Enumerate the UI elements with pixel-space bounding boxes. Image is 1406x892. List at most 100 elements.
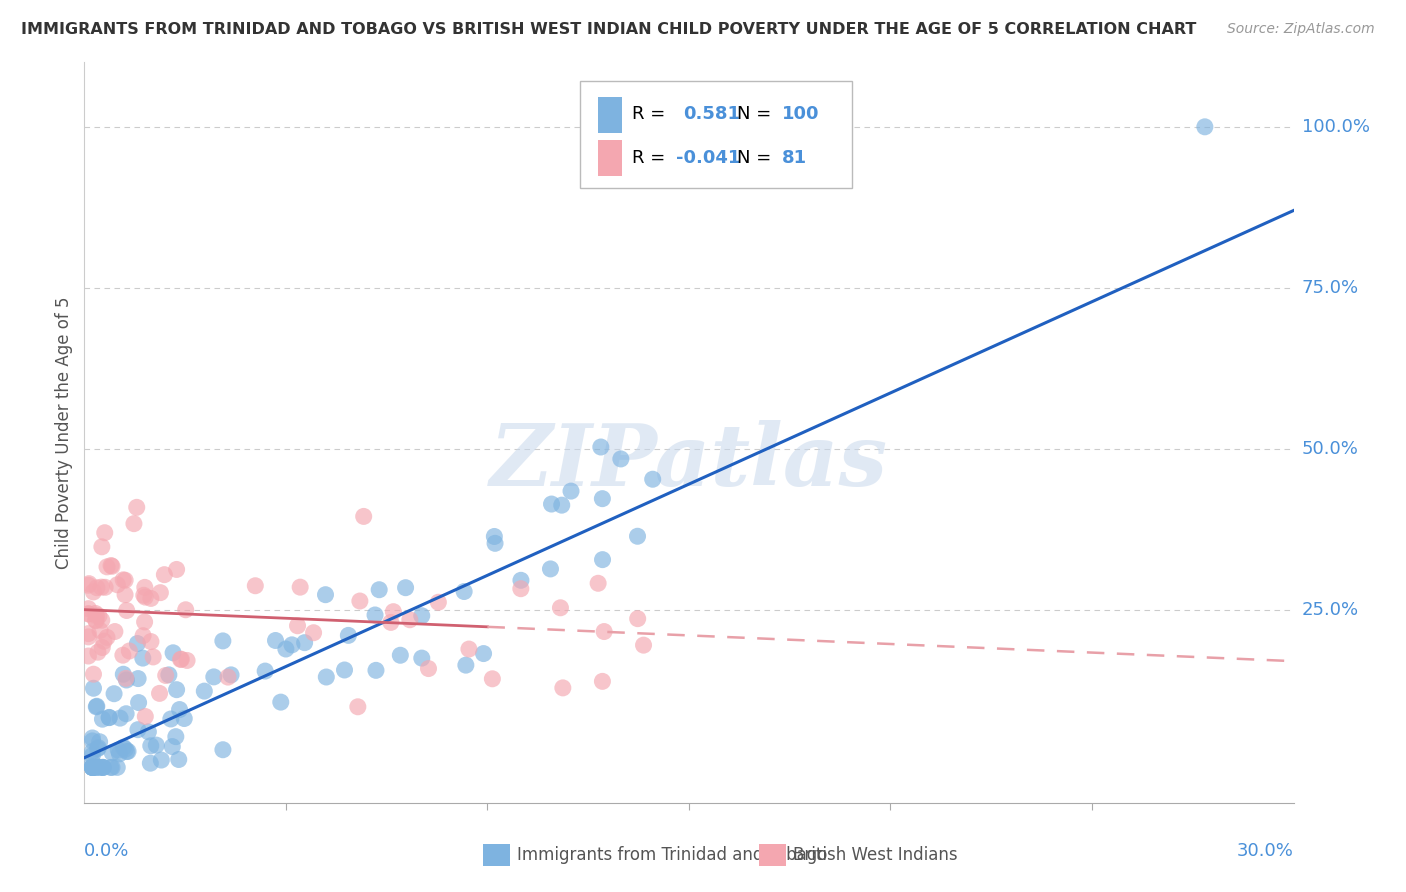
Point bbox=[389, 648, 412, 663]
Text: 25.0%: 25.0% bbox=[1302, 600, 1360, 619]
Point bbox=[103, 687, 125, 701]
Point bbox=[627, 612, 650, 626]
Point bbox=[150, 753, 173, 767]
Point bbox=[115, 671, 138, 685]
Point bbox=[368, 582, 391, 597]
Point bbox=[589, 440, 612, 454]
Point bbox=[394, 581, 416, 595]
Text: 0.0%: 0.0% bbox=[84, 842, 129, 860]
Point bbox=[98, 710, 121, 724]
Point bbox=[93, 634, 115, 648]
Point bbox=[86, 741, 108, 756]
Point bbox=[77, 578, 100, 592]
Point bbox=[472, 647, 495, 661]
Point bbox=[160, 712, 183, 726]
Text: R =: R = bbox=[633, 149, 665, 167]
Point bbox=[112, 740, 135, 755]
Point bbox=[96, 631, 118, 645]
Point bbox=[453, 584, 475, 599]
Point bbox=[77, 607, 100, 621]
Point bbox=[96, 559, 118, 574]
Point bbox=[86, 760, 108, 774]
Point bbox=[139, 591, 162, 606]
Point bbox=[484, 536, 506, 550]
Point bbox=[157, 668, 180, 682]
Point bbox=[212, 743, 235, 757]
Point bbox=[132, 629, 155, 643]
Point bbox=[166, 562, 188, 576]
Point bbox=[108, 711, 131, 725]
Point bbox=[174, 603, 197, 617]
Point bbox=[82, 748, 104, 763]
Text: 75.0%: 75.0% bbox=[1302, 279, 1360, 297]
Point bbox=[84, 614, 107, 628]
Point bbox=[510, 574, 533, 588]
Point bbox=[212, 634, 235, 648]
Text: 100.0%: 100.0% bbox=[1302, 118, 1369, 136]
Point bbox=[592, 552, 614, 566]
Point bbox=[77, 648, 100, 663]
Point bbox=[128, 696, 150, 710]
Point bbox=[82, 760, 104, 774]
Point bbox=[82, 585, 104, 599]
Point bbox=[114, 742, 136, 756]
Point bbox=[91, 640, 114, 655]
Point bbox=[380, 615, 402, 630]
Point bbox=[166, 682, 188, 697]
Point bbox=[91, 712, 114, 726]
Point bbox=[104, 624, 127, 639]
Point bbox=[127, 672, 149, 686]
Point bbox=[134, 580, 156, 594]
Point bbox=[127, 723, 149, 737]
Text: Source: ZipAtlas.com: Source: ZipAtlas.com bbox=[1227, 22, 1375, 37]
Point bbox=[77, 601, 100, 615]
Point bbox=[540, 497, 562, 511]
Point bbox=[315, 670, 337, 684]
Y-axis label: Child Poverty Under the Age of 5: Child Poverty Under the Age of 5 bbox=[55, 296, 73, 569]
Point bbox=[112, 667, 135, 681]
Text: 30.0%: 30.0% bbox=[1237, 842, 1294, 860]
Point bbox=[245, 579, 267, 593]
Point bbox=[105, 760, 128, 774]
Point bbox=[115, 603, 138, 617]
Point bbox=[382, 605, 405, 619]
Point bbox=[91, 760, 114, 774]
Point bbox=[458, 642, 481, 657]
Point bbox=[125, 500, 148, 515]
Point bbox=[1194, 120, 1216, 134]
Point bbox=[165, 730, 187, 744]
Point bbox=[105, 578, 128, 592]
Point bbox=[108, 747, 131, 761]
Point bbox=[254, 664, 277, 678]
Point bbox=[101, 746, 124, 760]
Point bbox=[270, 695, 292, 709]
Point bbox=[169, 702, 191, 716]
Point bbox=[586, 576, 609, 591]
Text: 0.581: 0.581 bbox=[683, 105, 740, 123]
Point bbox=[139, 634, 162, 648]
Point bbox=[593, 624, 616, 639]
Point bbox=[337, 628, 360, 642]
Point bbox=[118, 644, 141, 658]
Point bbox=[134, 590, 156, 604]
Point bbox=[149, 585, 172, 599]
Point bbox=[418, 662, 440, 676]
Point bbox=[98, 711, 121, 725]
Point bbox=[264, 633, 287, 648]
Point bbox=[107, 743, 129, 757]
Point bbox=[84, 613, 107, 627]
Point bbox=[281, 638, 304, 652]
Point bbox=[86, 608, 108, 623]
Point bbox=[315, 588, 337, 602]
Text: British West Indians: British West Indians bbox=[793, 846, 957, 863]
Point bbox=[100, 760, 122, 774]
Point bbox=[114, 588, 136, 602]
Point bbox=[176, 653, 198, 667]
Bar bbox=[599, 140, 623, 176]
Point bbox=[87, 645, 110, 659]
Point bbox=[353, 509, 375, 524]
Bar bbox=[599, 97, 623, 133]
Point bbox=[82, 760, 104, 774]
Point bbox=[302, 625, 325, 640]
Point bbox=[411, 608, 433, 623]
